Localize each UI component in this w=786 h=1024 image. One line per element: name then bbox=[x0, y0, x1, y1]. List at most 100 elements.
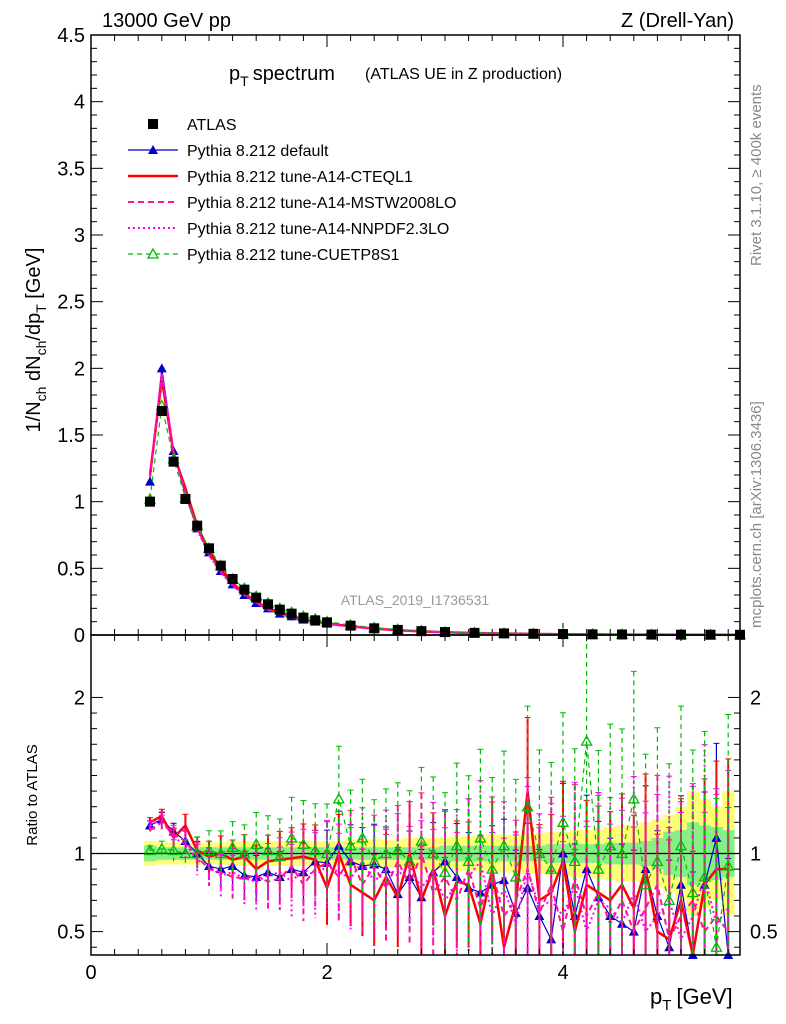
main-ytick-label: 1.5 bbox=[57, 425, 85, 447]
ratio-ylabel: Ratio to ATLAS bbox=[24, 744, 41, 845]
ratio-series-marker bbox=[427, 847, 440, 859]
ratio-series-marker bbox=[273, 850, 286, 862]
ratio-series-marker bbox=[332, 792, 345, 804]
ratio-series-line bbox=[149, 817, 729, 943]
ratio-xtick-label: 4 bbox=[557, 962, 568, 984]
legend-item: Pythia 8.212 tune-A14-CTEQL1 bbox=[128, 169, 413, 186]
ratio-ytick-label-right: 1 bbox=[750, 844, 761, 866]
ratio-series-marker bbox=[592, 862, 605, 874]
ratio-panel: 0.5 0.5 1 1 2 2 0 2 4 bbox=[57, 634, 778, 984]
main-data-point bbox=[469, 627, 480, 638]
mcplots-label: mcplots.cern.ch [arXiv:1306.3436] bbox=[748, 401, 765, 628]
ratio-series-marker bbox=[238, 847, 251, 859]
legend-marker bbox=[146, 247, 160, 259]
ratio-series-marker bbox=[710, 940, 723, 952]
ratio-series-marker bbox=[698, 870, 711, 882]
main-ytick-label: 1 bbox=[74, 492, 85, 514]
ratio-series-marker bbox=[202, 844, 216, 856]
main-ytick-label: 4 bbox=[74, 92, 85, 114]
ratio-series-marker bbox=[545, 862, 558, 874]
main-ytick-label: 2.5 bbox=[57, 292, 85, 314]
legend-item: ATLAS bbox=[148, 117, 237, 134]
ratio-series-marker bbox=[320, 847, 334, 859]
main-data-point bbox=[322, 617, 332, 628]
main-ytick-label: 3.5 bbox=[57, 158, 85, 180]
main-data-point bbox=[215, 560, 226, 571]
ratio-series-marker bbox=[167, 844, 180, 856]
ratio-series-marker bbox=[497, 839, 511, 851]
plot-subtitle: (ATLAS UE in Z production) bbox=[365, 66, 562, 83]
ratio-series-marker bbox=[663, 894, 676, 906]
plot-title: pT spectrum bbox=[229, 63, 335, 89]
main-series-marker bbox=[156, 363, 167, 373]
ratio-series-marker bbox=[344, 839, 357, 851]
main-data-point bbox=[263, 599, 273, 610]
ratio-series-marker bbox=[615, 847, 629, 859]
main-ytick-label: 3 bbox=[74, 225, 85, 247]
ratio-series-marker bbox=[391, 844, 404, 856]
ratio-xtick-label: 0 bbox=[85, 962, 96, 984]
legend-marker bbox=[148, 119, 158, 129]
ratio-ytick-label-right: 0.5 bbox=[750, 922, 778, 944]
ratio-series-marker bbox=[462, 855, 475, 866]
ratio-series-marker bbox=[415, 834, 428, 846]
ratio-series-marker bbox=[309, 844, 322, 856]
ratio-series-marker bbox=[356, 831, 369, 843]
main-data-point bbox=[558, 629, 568, 640]
main-data-point bbox=[310, 615, 321, 626]
ratio-series-marker bbox=[297, 837, 310, 849]
main-data-point bbox=[499, 628, 509, 639]
legend-label: ATLAS bbox=[187, 117, 237, 134]
legend-label: Pythia 8.212 tune-A14-CTEQL1 bbox=[187, 169, 413, 186]
main-data-point bbox=[227, 574, 238, 584]
legend-item: Pythia 8.212 tune-CUETP8S1 bbox=[128, 247, 400, 264]
ratio-series-marker bbox=[686, 886, 699, 898]
legend: ATLAS Pythia 8.212 default Pythia 8.212 tu… bbox=[128, 117, 456, 264]
main-data-point bbox=[204, 543, 214, 554]
main-data-point bbox=[528, 628, 539, 639]
energy-label: 13000 GeV pp bbox=[102, 10, 231, 32]
ratio-series-marker bbox=[438, 865, 452, 877]
ratio-series-marker bbox=[568, 855, 581, 866]
rivet-label: Rivet 3.1.10, ≥ 400k events bbox=[748, 84, 765, 266]
ratio-series-marker bbox=[604, 839, 617, 851]
ratio-series-marker bbox=[674, 839, 688, 851]
legend-item: Pythia 8.212 tune-A14-MSTW2008LO bbox=[128, 195, 456, 212]
main-data-point bbox=[192, 520, 203, 531]
ratio-series-line bbox=[149, 790, 729, 956]
legend-marker bbox=[148, 145, 158, 154]
legend-label: Pythia 8.212 tune-A14-NNPDF2.3LO bbox=[187, 221, 449, 238]
ratio-series-line bbox=[149, 821, 729, 943]
legend-label: Pythia 8.212 tune-CUETP8S1 bbox=[187, 247, 400, 264]
ratio-series-marker bbox=[250, 837, 263, 849]
xlabel: pT [GeV] bbox=[650, 984, 733, 1014]
legend-label: Pythia 8.212 default bbox=[187, 143, 329, 160]
ratio-series-marker bbox=[580, 734, 593, 746]
main-ytick-label: 2 bbox=[74, 358, 85, 380]
legend-label: Pythia 8.212 tune-A14-MSTW2008LO bbox=[187, 195, 456, 212]
main-data-point bbox=[369, 623, 380, 634]
ratio-series-marker bbox=[722, 859, 735, 871]
process-label: Z (Drell-Yan) bbox=[621, 10, 734, 32]
main-data-point bbox=[440, 627, 450, 638]
ratio-series-marker bbox=[556, 815, 570, 827]
ratio-series-marker bbox=[639, 878, 652, 890]
main-panel: 0 0.5 1 1.5 2 2.5 3 3.5 4 4.5 bbox=[57, 25, 747, 647]
ratio-series-marker bbox=[261, 844, 275, 856]
ratio-series-marker bbox=[379, 847, 393, 859]
main-data-point bbox=[298, 612, 309, 623]
ratio-ytick-label-right: 2 bbox=[750, 687, 761, 709]
main-ytick-label: 0 bbox=[74, 625, 85, 647]
main-data-point bbox=[168, 456, 179, 467]
main-data-point bbox=[156, 406, 167, 416]
main-data-point bbox=[416, 626, 427, 637]
legend-item: Pythia 8.212 default bbox=[128, 143, 329, 160]
main-data-point bbox=[286, 608, 297, 619]
main-series-marker bbox=[145, 476, 155, 486]
ratio-series-marker bbox=[627, 792, 640, 804]
main-data-point bbox=[345, 620, 356, 631]
ratio-series-marker bbox=[226, 840, 239, 852]
ratio-series-marker bbox=[533, 847, 546, 859]
ratio-ytick-label: 0.5 bbox=[57, 922, 85, 944]
